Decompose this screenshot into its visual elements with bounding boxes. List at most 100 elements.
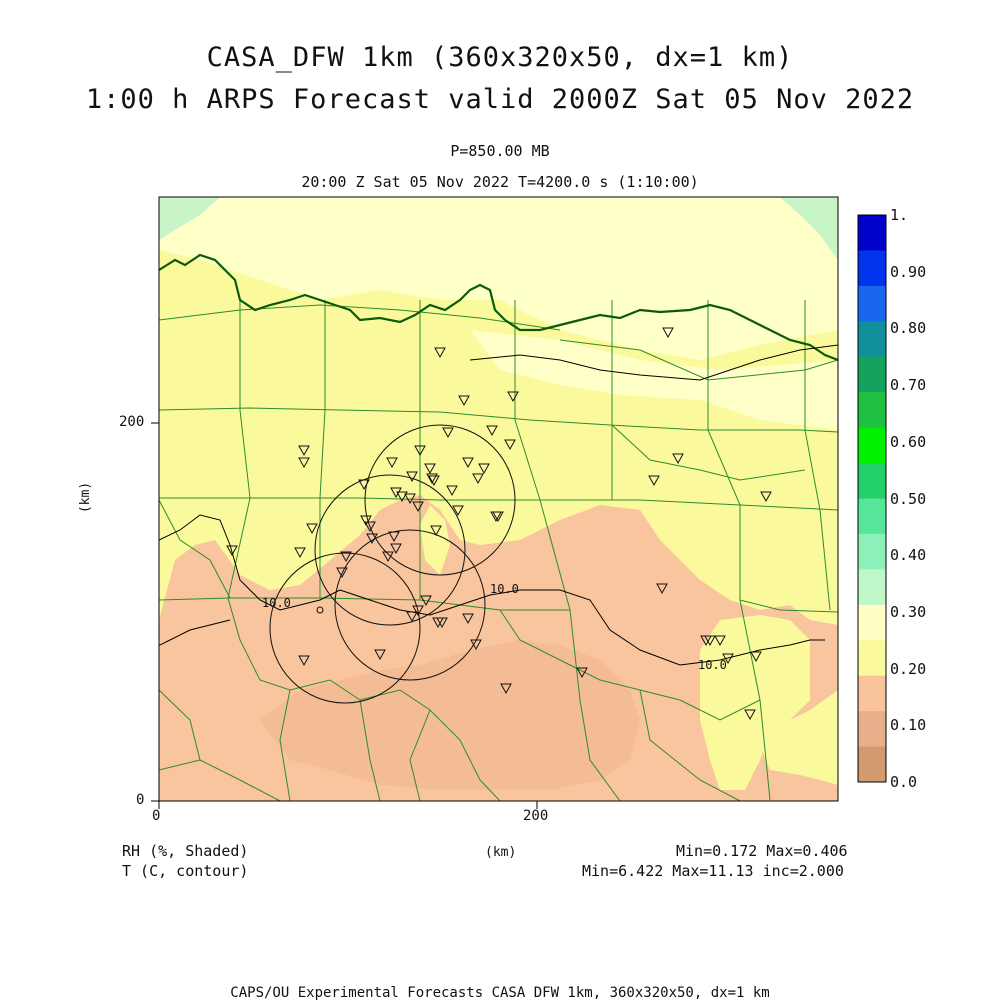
station-marker — [424, 463, 436, 475]
radar-ring-4 — [269, 552, 421, 704]
colorbar-label: 0.90 — [890, 262, 927, 281]
station-marker — [492, 511, 504, 523]
station-marker — [434, 347, 446, 359]
colorbar-label: 0.0 — [890, 773, 918, 791]
radar-ring-3 — [334, 529, 486, 681]
radar-ring-1 — [364, 424, 516, 576]
x-axis-label: (km) — [485, 845, 517, 860]
contour-label-1: 10.0 — [262, 596, 291, 610]
station-marker — [364, 521, 376, 533]
station-marker — [504, 439, 516, 451]
colorbar-frame — [857, 214, 887, 783]
contour-label-3: 10.0 — [698, 658, 727, 672]
colorbar-label: 1. — [890, 206, 909, 224]
time-label: 20:00 Z Sat 05 Nov 2022 T=4200.0 s (1:10… — [301, 173, 699, 191]
station-marker — [478, 463, 490, 475]
colorbar-swatch — [858, 356, 886, 393]
contour-label-2: 10.0 — [490, 582, 519, 596]
rh-very-dry-core — [260, 640, 640, 790]
station-marker — [662, 327, 674, 339]
pressure-level-label: P=850.00 MB — [450, 142, 550, 160]
station-marker — [744, 709, 756, 721]
station-marker — [452, 505, 464, 517]
colorbar-label: 0.10 — [890, 716, 927, 735]
colorbar-swatch — [858, 640, 886, 677]
footer-contour-label: T (C, contour) — [122, 862, 249, 880]
y-tick-200: 200 — [119, 414, 145, 430]
colorbar-label: 0.50 — [890, 489, 927, 508]
colorbar-label: 0.40 — [890, 546, 927, 565]
colorbar-label: 0.60 — [890, 432, 927, 451]
colorbar-swatch — [858, 569, 886, 606]
station-marker — [446, 485, 458, 497]
footer-temp-minmax: Min=6.422 Max=11.13 inc=2.000 — [582, 862, 844, 880]
station-marker — [470, 639, 482, 651]
station-marker — [406, 611, 418, 623]
colorbar-label: 0.80 — [890, 319, 927, 338]
station-marker — [462, 613, 474, 625]
station-marker — [750, 651, 762, 663]
rh-high-region-nw — [159, 197, 220, 240]
station-marker — [426, 473, 438, 485]
colorbar-swatch — [858, 215, 886, 251]
rh-moist-finger — [420, 505, 450, 575]
axis-ticks — [151, 422, 538, 809]
plot-frame — [158, 196, 839, 802]
x-tick-0: 0 — [152, 808, 161, 824]
radar-site-marker — [316, 606, 324, 614]
station-marker — [648, 475, 660, 487]
station-marker — [436, 617, 448, 629]
y-tick-0: 0 — [136, 792, 145, 808]
station-marker — [412, 501, 424, 513]
station-marker — [404, 493, 416, 505]
station-marker — [656, 583, 668, 595]
station-marker — [672, 453, 684, 465]
footer-shaded-label: RH (%, Shaded) — [122, 842, 249, 860]
station-marker — [704, 635, 716, 647]
station-marker — [472, 473, 484, 485]
station-marker — [760, 491, 772, 503]
y-axis-label: (km) — [78, 481, 94, 514]
colorbar-swatch — [858, 250, 886, 287]
station-marker — [458, 395, 470, 407]
station-marker — [486, 425, 498, 437]
colorbar-swatch — [858, 711, 886, 748]
colorbar — [857, 214, 887, 783]
station-marker — [294, 547, 306, 559]
station-marker — [298, 655, 310, 667]
colorbar-swatch — [858, 321, 886, 358]
station-marker — [298, 457, 310, 469]
station-markers — [226, 327, 772, 721]
station-marker — [336, 567, 348, 579]
colorbar-swatch — [858, 746, 886, 783]
station-marker — [462, 457, 474, 469]
colorbar-label: 0.30 — [890, 602, 927, 621]
colorbar-swatch — [858, 392, 886, 429]
station-marker — [382, 551, 394, 563]
rh-high-region-ne — [780, 197, 838, 260]
station-marker — [358, 479, 370, 491]
station-marker — [500, 683, 512, 695]
colorbar-swatch — [858, 675, 886, 712]
station-marker — [366, 533, 378, 545]
station-marker — [714, 635, 726, 647]
colorbar-swatch — [858, 427, 886, 464]
station-marker — [428, 475, 440, 487]
colorbar-swatch — [858, 533, 886, 570]
red-river-boundary — [159, 253, 838, 362]
colorbar-swatch — [858, 498, 886, 535]
county-boundaries — [159, 300, 838, 801]
station-marker — [507, 391, 519, 403]
station-marker — [374, 649, 386, 661]
radar-ring-2 — [314, 474, 466, 626]
rh-shading — [159, 197, 838, 801]
colorbar-swatch — [858, 463, 886, 499]
station-marker — [406, 471, 418, 483]
station-marker — [396, 491, 408, 503]
station-marker — [226, 545, 238, 557]
colorbar-label: 0.70 — [890, 376, 927, 395]
station-marker — [414, 445, 426, 457]
station-marker — [386, 457, 398, 469]
station-marker — [722, 653, 734, 665]
